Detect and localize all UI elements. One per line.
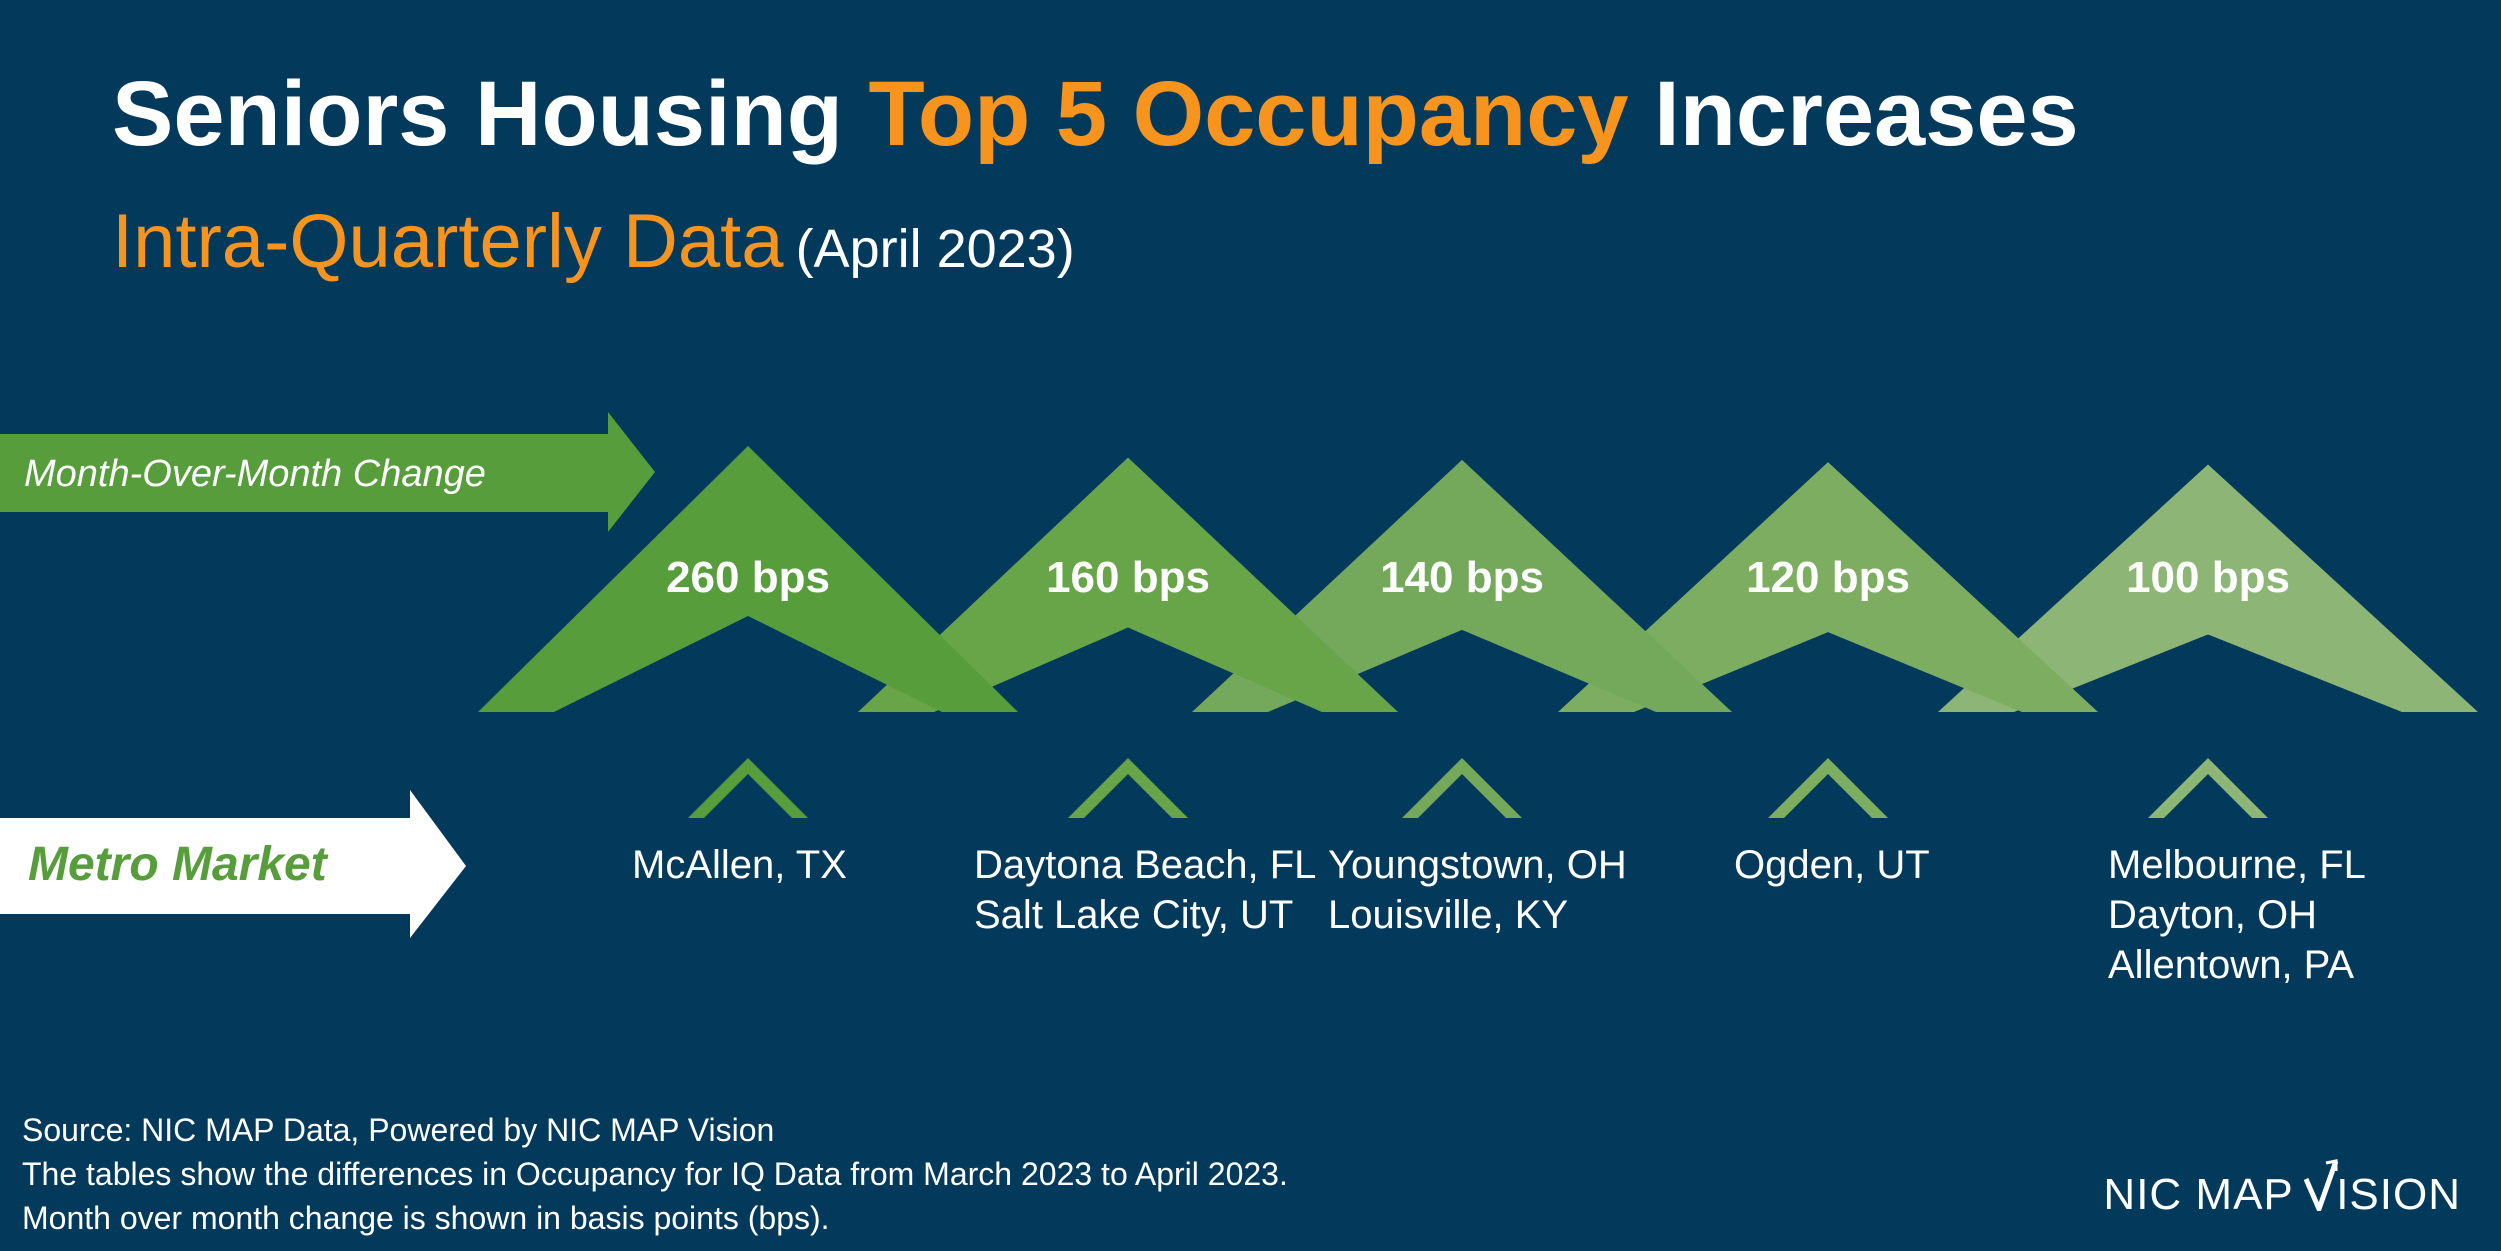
brand-logo: NIC MAP ISION bbox=[2103, 1159, 2461, 1220]
value-label-5: 100 bps bbox=[2126, 553, 2290, 602]
value-label-1: 260 bps bbox=[666, 553, 830, 602]
page-title: Seniors Housing Top 5 Occupancy Increase… bbox=[112, 62, 2079, 167]
metro-list-2: Daytona Beach, FL Salt Lake City, UT bbox=[974, 840, 1316, 940]
metro-name: McAllen, TX bbox=[632, 843, 847, 887]
metro-list-1: McAllen, TX bbox=[632, 840, 847, 890]
footer-unit-note: Month over month change is shown in basi… bbox=[22, 1200, 830, 1236]
metro-list-4: Ogden, UT bbox=[1734, 840, 1930, 890]
footer-source: Source: NIC MAP Data, Powered by NIC MAP… bbox=[22, 1112, 775, 1148]
value-label-4: 120 bps bbox=[1746, 553, 1910, 602]
metro-arrow-shape bbox=[0, 790, 466, 938]
subtitle-main: Intra-Quarterly Data bbox=[112, 199, 784, 284]
metro-name: Youngstown, OH bbox=[1328, 843, 1627, 887]
logo-v-check-icon bbox=[2304, 1159, 2339, 1211]
caret-1 bbox=[688, 758, 808, 818]
mom-arrow-shape bbox=[0, 412, 655, 532]
metro-name: Allentown, PA bbox=[2108, 943, 2355, 987]
caret-4 bbox=[1768, 758, 1888, 818]
footer: Source: NIC MAP Data, Powered by NIC MAP… bbox=[22, 1108, 1288, 1240]
subtitle-date: (April 2023) bbox=[795, 219, 1075, 279]
caret-marks bbox=[688, 758, 2268, 818]
footer-description: The tables show the differences in Occup… bbox=[22, 1156, 1288, 1192]
mom-arrow-label: Month-Over-Month Change bbox=[24, 453, 486, 495]
title-part-1: Seniors Housing bbox=[112, 63, 843, 165]
metro-name: Dayton, OH bbox=[2108, 893, 2317, 937]
caret-5 bbox=[2148, 758, 2268, 818]
metro-list-3: Youngstown, OH Louisville, KY bbox=[1328, 840, 1627, 940]
chevron-5 bbox=[1938, 464, 2478, 712]
chevron-1 bbox=[478, 446, 1018, 712]
metro-list-5: Melbourne, FL Dayton, OH Allentown, PA bbox=[2108, 840, 2366, 990]
value-label-3: 140 bps bbox=[1380, 553, 1544, 602]
title-part-3: Increases bbox=[1654, 63, 2079, 165]
metro-name: Melbourne, FL bbox=[2108, 843, 2366, 887]
chevron-2 bbox=[858, 457, 1398, 712]
caret-3 bbox=[1402, 758, 1522, 818]
metro-name: Daytona Beach, FL bbox=[974, 843, 1317, 887]
logo-text-right: ISION bbox=[2336, 1170, 2461, 1219]
metro-name: Louisville, KY bbox=[1328, 893, 1569, 937]
title-part-2-highlight: Top 5 Occupancy bbox=[868, 63, 1629, 165]
chevron-marks bbox=[478, 446, 2478, 712]
logo-text-left: NIC MAP bbox=[2103, 1170, 2307, 1219]
value-label-2: 160 bps bbox=[1046, 553, 1210, 602]
metro-name: Salt Lake City, UT bbox=[974, 893, 1294, 937]
chevron-4 bbox=[1558, 462, 2098, 712]
metro-name: Ogden, UT bbox=[1734, 843, 1930, 887]
value-labels: 260 bps 160 bps 140 bps 120 bps 100 bps bbox=[666, 553, 2290, 602]
metro-arrow-label: Metro Market bbox=[28, 838, 329, 891]
caret-2 bbox=[1068, 758, 1188, 818]
subtitle: Intra-Quarterly Data (April 2023) bbox=[112, 198, 1075, 285]
